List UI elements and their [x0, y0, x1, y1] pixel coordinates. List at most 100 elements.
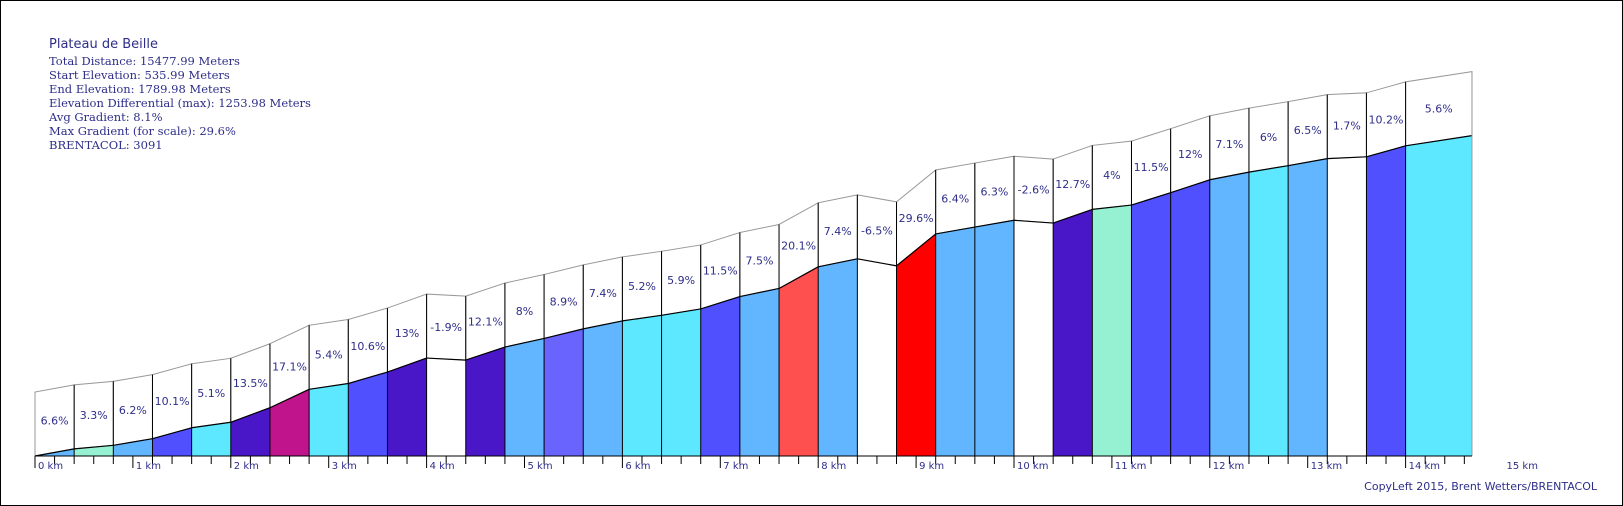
profile-line	[1013, 219, 1054, 224]
climb-title: Plateau de Beille	[49, 37, 158, 52]
profile-line	[504, 337, 545, 348]
gradient-label: 5.6%	[1425, 103, 1453, 116]
gradient-label: 8%	[516, 305, 533, 318]
profile-line	[113, 438, 153, 446]
gradient-label: 1.7%	[1333, 120, 1361, 133]
segment-fill	[544, 328, 584, 456]
elevation-differential: Elevation Differential (max): 1253.98 Me…	[49, 96, 311, 110]
km-tick-label: 11 km	[1115, 461, 1146, 472]
gradient-label: 7.1%	[1215, 138, 1243, 151]
profile-line	[739, 287, 780, 298]
profile-line	[74, 444, 114, 450]
gradient-label: 4%	[1103, 169, 1120, 182]
profile-line	[426, 357, 466, 361]
profile-line	[778, 266, 819, 289]
km-tick-label: 7 km	[723, 461, 748, 472]
profile-line	[269, 388, 310, 409]
segment-fill	[779, 266, 819, 456]
profile-line	[1170, 179, 1210, 194]
segment-fill-layer	[34, 71, 1473, 457]
segment-fill	[700, 296, 740, 456]
segment-fill	[1327, 156, 1367, 456]
climb-info-panel: Plateau de Beille Total Distance: 15477.…	[49, 37, 311, 152]
km-tick-label: 6 km	[625, 461, 650, 472]
profile-line	[1209, 171, 1250, 181]
segment-fill	[622, 315, 662, 456]
gradient-label: 29.6%	[899, 212, 934, 225]
gradient-label: 5.1%	[197, 387, 225, 400]
profile-line	[1327, 156, 1367, 160]
gradient-label: 12.1%	[468, 316, 503, 329]
segment-fill	[1092, 205, 1132, 456]
profile-line	[348, 371, 388, 385]
gradient-label: 10.1%	[155, 395, 190, 408]
gradient-label: 6.5%	[1294, 124, 1322, 137]
segment-fill	[387, 358, 427, 456]
gradient-label: 6.2%	[119, 404, 147, 417]
gradient-label-layer: 6.6% 3.3% 6.2% 10.1% 5.1% 13.5% 17.1% 5.4% 10.6%…	[41, 103, 1453, 428]
gradient-label: 5.9%	[667, 274, 695, 287]
gradient-label: 11.5%	[703, 265, 738, 278]
profile-line	[1288, 158, 1328, 167]
gradient-label: 20.1%	[781, 240, 816, 253]
profile-line	[974, 219, 1015, 228]
segment-fill	[465, 347, 505, 456]
brentacol-score: BRENTACOL: 3091	[49, 138, 163, 152]
km-tick-label: 8 km	[821, 461, 846, 472]
segment-fill	[935, 227, 975, 456]
segment-fill	[309, 383, 349, 456]
gradient-label: 11.5%	[1134, 161, 1169, 174]
gradient-label: 7.4%	[824, 225, 852, 238]
gradient-label: 12%	[1178, 148, 1202, 161]
profile-line	[1052, 208, 1093, 224]
segment-fill	[230, 407, 270, 456]
distance-axis: 0 km 1 km 2 km 3 km 4 km 5 km 6 km 7 km 8 km 9 km…	[34, 455, 1538, 472]
km-tick-label: 13 km	[1311, 461, 1342, 472]
km-tick-label: 3 km	[332, 461, 357, 472]
profile-line	[230, 407, 271, 423]
segment-fill	[504, 338, 545, 456]
profile-line	[309, 382, 349, 390]
segment-fill	[1366, 145, 1406, 457]
profile-line	[1131, 192, 1171, 206]
segment-fill	[818, 258, 858, 456]
segment-fill	[269, 389, 310, 456]
segment-fill	[974, 220, 1014, 456]
total-distance: Total Distance: 15477.99 Meters	[49, 54, 240, 68]
profile-line	[1366, 145, 1406, 158]
start-elevation: Start Elevation: 535.99 Meters	[49, 68, 230, 82]
segment-fill	[113, 438, 153, 456]
copyleft-credit: CopyLeft 2015, Brent Wetters/BRENTACOL	[1364, 480, 1597, 493]
gradient-label: 6.4%	[941, 193, 969, 206]
km-tick-label: 10 km	[1017, 461, 1048, 472]
gradient-label: 8.9%	[550, 296, 578, 309]
gradient-label: 10.2%	[1369, 113, 1404, 126]
profile-line	[1248, 165, 1289, 173]
gradient-label: 5.2%	[628, 280, 656, 293]
gradient-label: 5.4%	[315, 348, 343, 361]
gradient-label: -1.9%	[430, 321, 462, 334]
gradient-label: 7.5%	[745, 255, 773, 268]
segment-fill	[857, 258, 897, 456]
profile-line	[465, 346, 506, 361]
profile-line	[818, 258, 858, 268]
gradient-label: 13.5%	[233, 377, 268, 390]
gradient-label: -6.5%	[861, 224, 893, 237]
gradient-label: -2.6%	[1018, 184, 1050, 197]
gradient-label: 17.1%	[272, 361, 307, 374]
segment-fill	[583, 320, 623, 456]
segment-fill	[348, 372, 388, 456]
gradient-label: 10.6%	[350, 340, 385, 353]
segment-fill	[1014, 220, 1054, 456]
segment-fill	[1405, 135, 1472, 456]
profile-line	[191, 421, 231, 429]
gradient-label: 7.4%	[589, 287, 617, 300]
km-tick-label: 14 km	[1409, 461, 1440, 472]
segment-fill	[1209, 172, 1249, 456]
max-gradient: Max Gradient (for scale): 29.6%	[49, 124, 236, 138]
profile-line	[857, 258, 897, 267]
segment-fill	[1248, 165, 1289, 457]
gradient-label: 6%	[1260, 131, 1277, 144]
km-tick-label: 15 km	[1507, 461, 1538, 472]
